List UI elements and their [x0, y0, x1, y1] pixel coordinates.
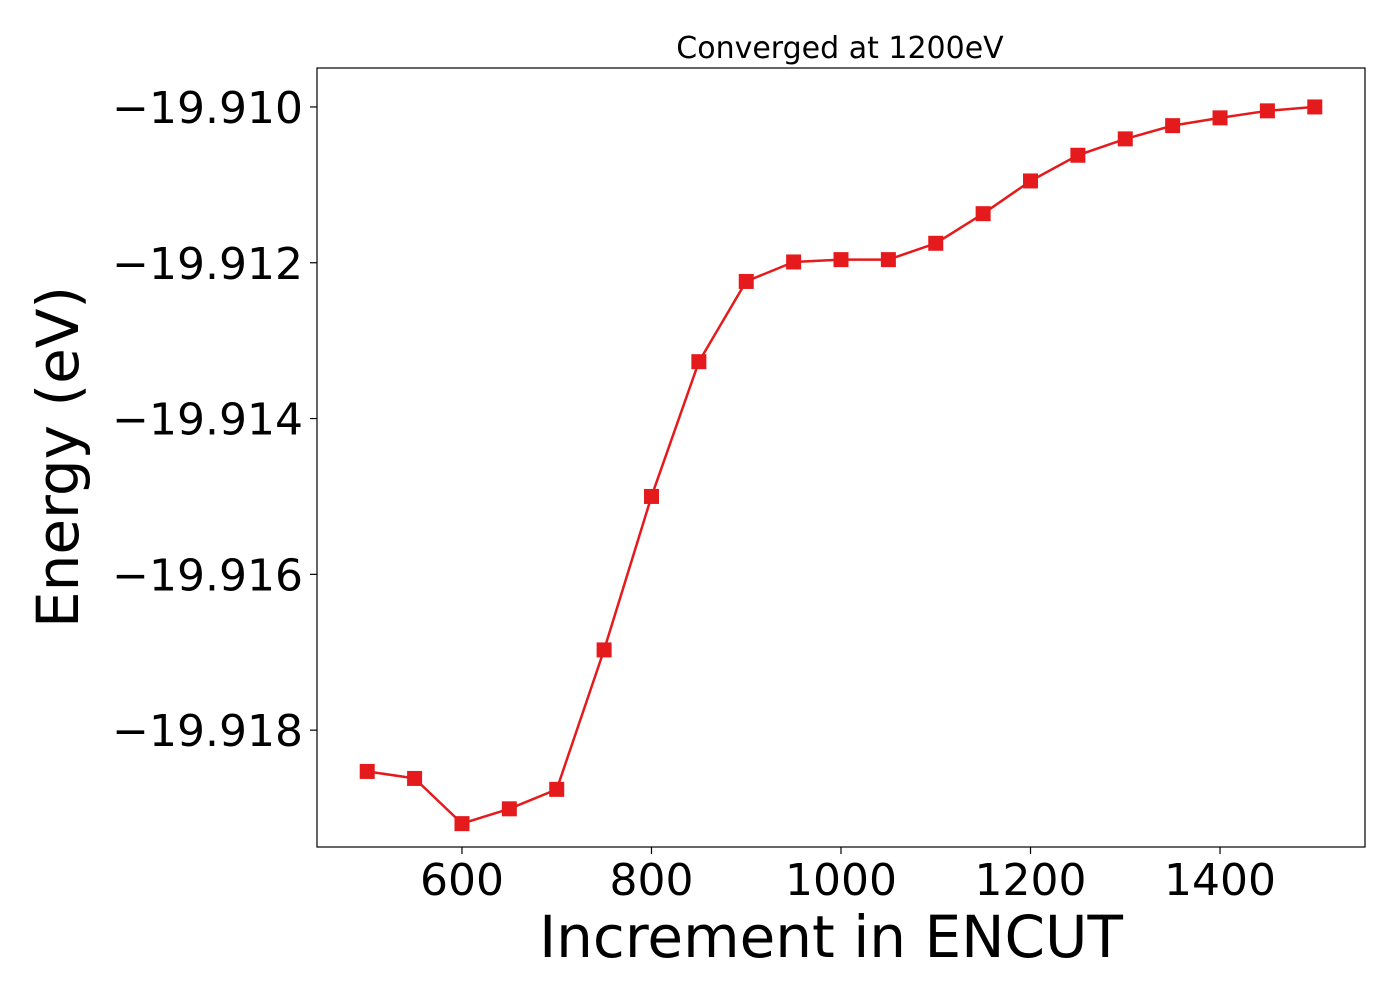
chart-title: Converged at 1200eV — [676, 31, 1004, 66]
data-point-marker — [880, 252, 896, 268]
x-tick-label: 800 — [609, 855, 693, 906]
data-point-marker — [1259, 103, 1275, 119]
data-point-marker — [691, 354, 707, 370]
data-point-marker — [1165, 118, 1181, 134]
y-axis-ticks: −19.918 −19.916 −19.914 −19.912 −19.910 — [112, 83, 317, 757]
data-point-marker — [596, 642, 612, 658]
x-tick-label: 1400 — [1164, 855, 1276, 906]
x-tick-label: 1200 — [975, 855, 1087, 906]
x-tick-label: 600 — [420, 855, 504, 906]
data-point-marker — [1212, 110, 1228, 126]
data-point-marker — [1070, 147, 1086, 163]
data-point-marker — [454, 816, 470, 832]
data-point-marker — [786, 254, 802, 270]
data-point-marker — [643, 488, 659, 504]
series-layer — [359, 99, 1323, 832]
y-tick-label: −19.918 — [112, 706, 303, 757]
x-tick-label: 1000 — [785, 855, 897, 906]
data-point-marker — [549, 781, 565, 797]
data-point-marker — [833, 252, 849, 268]
data-point-marker — [501, 801, 517, 817]
data-point-marker — [928, 235, 944, 251]
data-point-marker — [738, 273, 754, 289]
x-axis-ticks: 600 800 1000 1200 1400 — [420, 847, 1276, 906]
data-point-marker — [407, 770, 423, 786]
y-axis-label: Energy (eV) — [24, 286, 92, 628]
data-point-marker — [975, 206, 991, 222]
data-point-marker — [1117, 131, 1133, 147]
y-tick-label: −19.914 — [112, 395, 303, 446]
y-tick-label: −19.916 — [112, 550, 303, 601]
y-tick-label: −19.910 — [112, 83, 303, 134]
data-point-marker — [1023, 173, 1039, 189]
series-line — [367, 105, 1315, 825]
x-axis-label: Increment in ENCUT — [539, 903, 1123, 971]
plot-area-frame — [316, 67, 1366, 848]
data-point-marker — [359, 763, 375, 779]
data-point-marker — [1307, 99, 1323, 115]
y-tick-label: −19.912 — [112, 239, 303, 290]
